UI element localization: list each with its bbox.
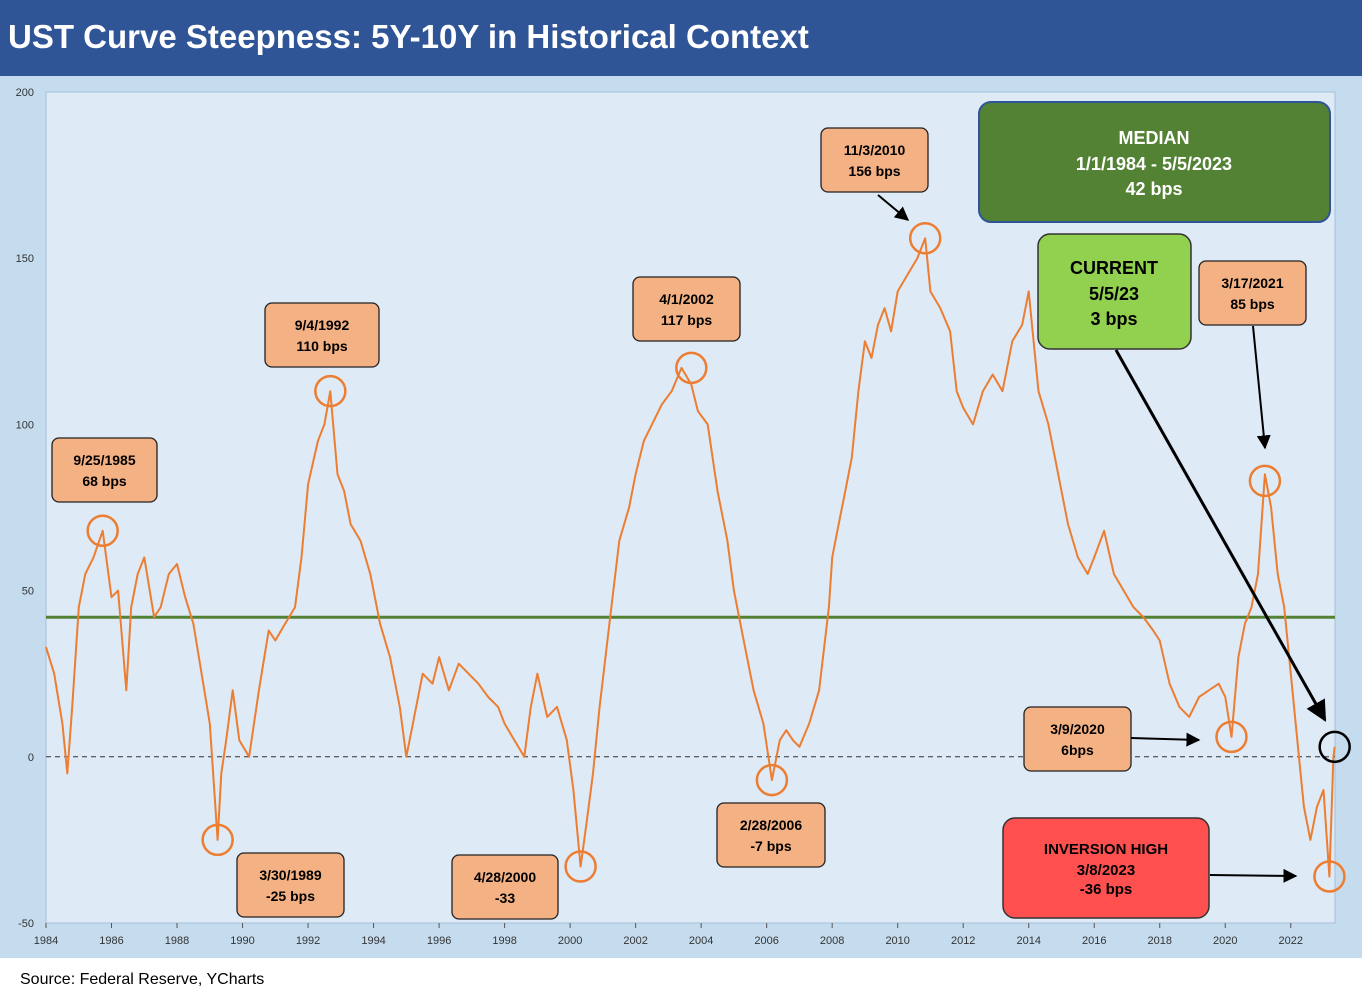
x-tick-label: 1996 xyxy=(427,935,451,947)
x-tick-label: 2000 xyxy=(558,935,582,947)
callout-box: 4/1/2002 117 bps xyxy=(632,276,741,342)
callout-box: 3/30/1989 -25 bps xyxy=(236,852,345,918)
callout-date: 3/30/1989 xyxy=(259,867,321,883)
header-bar: UST Curve Steepness: 5Y-10Y in Historica… xyxy=(0,0,1362,76)
plot-background xyxy=(45,91,1336,924)
arrow-current xyxy=(1114,349,1327,722)
x-tick-label: 2016 xyxy=(1082,935,1106,947)
median-box-line1: MEDIAN xyxy=(1119,128,1190,148)
source-note: Source: Federal Reserve, YCharts xyxy=(20,971,265,988)
callout-date: 9/25/1985 xyxy=(73,452,135,468)
median-box-line2: 1/1/1984 - 5/5/2023 xyxy=(1076,154,1232,174)
median-box: MEDIAN 1/1/1984 - 5/5/2023 42 bps xyxy=(978,101,1331,223)
callout-value: 117 bps xyxy=(661,312,713,328)
annotation-marker xyxy=(564,850,597,883)
y-tick-label: 100 xyxy=(16,419,34,431)
x-tick-label: 2006 xyxy=(754,935,778,947)
callout-value: -25 bps xyxy=(266,888,315,904)
x-tick-label: 1986 xyxy=(99,935,123,947)
annotation-marker xyxy=(86,514,119,548)
chart-title: UST Curve Steepness: 5Y-10Y in Historica… xyxy=(8,18,809,55)
x-tick-label: 1984 xyxy=(34,935,58,947)
x-tick-label: 1990 xyxy=(230,935,254,947)
callout-box: 3/17/2021 85 bps xyxy=(1198,260,1307,326)
x-tick-label: 1992 xyxy=(296,935,320,947)
callout-date: 4/1/2002 xyxy=(659,291,714,307)
arrow-2020 xyxy=(1130,732,1201,747)
inversion-box-line1: INVERSION HIGH xyxy=(1044,841,1168,858)
y-tick-label: -50 xyxy=(18,918,34,930)
callout-date: 3/17/2021 xyxy=(1221,275,1283,291)
inversion-box-line2: 3/8/2023 xyxy=(1077,862,1135,879)
annotation-markers xyxy=(86,222,1351,893)
callout-value: -33 xyxy=(495,890,515,906)
x-tick-label: 2018 xyxy=(1148,935,1172,947)
chart-area: -50 0 50 100 150 200 1984 1986 1988 1990 1992 1994… xyxy=(0,76,1362,958)
arrow-inversion xyxy=(1209,868,1298,883)
current-box-line3: 3 bps xyxy=(1090,309,1137,329)
callout-date: 9/4/1992 xyxy=(295,317,350,333)
x-tick-label: 1994 xyxy=(361,935,385,947)
x-tick-label: 2004 xyxy=(689,935,713,947)
callout-box: 4/28/2000 -33 xyxy=(451,854,559,920)
callout-box: 9/25/1985 68 bps xyxy=(51,437,158,503)
y-tick-label: 150 xyxy=(16,253,34,265)
median-box-line3: 42 bps xyxy=(1125,179,1182,199)
footer: Source: Federal Reserve, YCharts xyxy=(0,958,1362,1000)
annotation-marker xyxy=(201,823,234,857)
arrows xyxy=(877,194,1327,883)
annotation-marker xyxy=(908,222,942,255)
current-box-line1: CURRENT xyxy=(1070,258,1158,278)
inversion-box-line3: -36 bps xyxy=(1080,881,1133,898)
y-tick-label: 0 xyxy=(28,752,34,764)
callout-value: -7 bps xyxy=(750,838,791,854)
callout-box: 2/28/2006 -7 bps xyxy=(716,802,826,868)
y-axis-ticks: -50 0 50 100 150 200 xyxy=(16,87,34,930)
x-tick-label: 2020 xyxy=(1213,935,1237,947)
callout-date: 11/3/2010 xyxy=(844,142,906,158)
callout-value: 156 bps xyxy=(848,163,900,179)
annotation-marker xyxy=(1215,720,1248,754)
y-tick-label: 200 xyxy=(16,87,34,99)
y-tick-label: 50 xyxy=(22,586,34,598)
x-tick-label: 2012 xyxy=(951,935,975,947)
x-axis-ticks: 1984 1986 1988 1990 1992 1994 1996 1998 2000 2002… xyxy=(34,923,1303,947)
x-tick-label: 2014 xyxy=(1016,935,1040,947)
callout-value: 85 bps xyxy=(1230,296,1275,312)
annotation-callouts: 9/25/1985 68 bps 3/30/1989 -25 bps 9/4/1992 1… xyxy=(51,127,1307,920)
current-box: CURRENT 5/5/23 3 bps xyxy=(1037,233,1192,350)
callout-date: 2/28/2006 xyxy=(740,817,802,833)
callout-box: 11/3/2010 156 bps xyxy=(820,127,929,193)
series-line xyxy=(45,237,1336,878)
annotation-marker xyxy=(1313,860,1346,893)
annotation-marker xyxy=(675,351,708,385)
inversion-box: INVERSION HIGH 3/8/2023 -36 bps xyxy=(1002,817,1210,919)
annotation-marker xyxy=(1318,730,1351,764)
x-tick-label: 2010 xyxy=(885,935,909,947)
callout-box: 9/4/1992 110 bps xyxy=(264,302,380,368)
annotation-marker xyxy=(314,374,347,408)
current-box-line2: 5/5/23 xyxy=(1089,284,1139,304)
arrow-2010 xyxy=(877,194,910,221)
callout-value: 6bps xyxy=(1061,742,1094,758)
arrow-2021 xyxy=(1252,325,1271,450)
callout-box: 3/9/2020 6bps xyxy=(1023,706,1132,772)
annotation-marker xyxy=(1248,464,1282,498)
callout-value: 110 bps xyxy=(296,338,348,354)
line-chart: -50 0 50 100 150 200 1984 1986 1988 1990 1992 1994… xyxy=(16,87,1351,947)
x-tick-label: 1998 xyxy=(492,935,516,947)
callout-date: 3/9/2020 xyxy=(1050,721,1105,737)
x-tick-label: 2022 xyxy=(1279,935,1303,947)
annotation-marker xyxy=(755,763,789,797)
x-tick-label: 2002 xyxy=(623,935,647,947)
x-tick-label: 1988 xyxy=(165,935,189,947)
callout-date: 4/28/2000 xyxy=(474,869,536,885)
callout-value: 68 bps xyxy=(82,473,127,489)
x-tick-label: 2008 xyxy=(820,935,844,947)
